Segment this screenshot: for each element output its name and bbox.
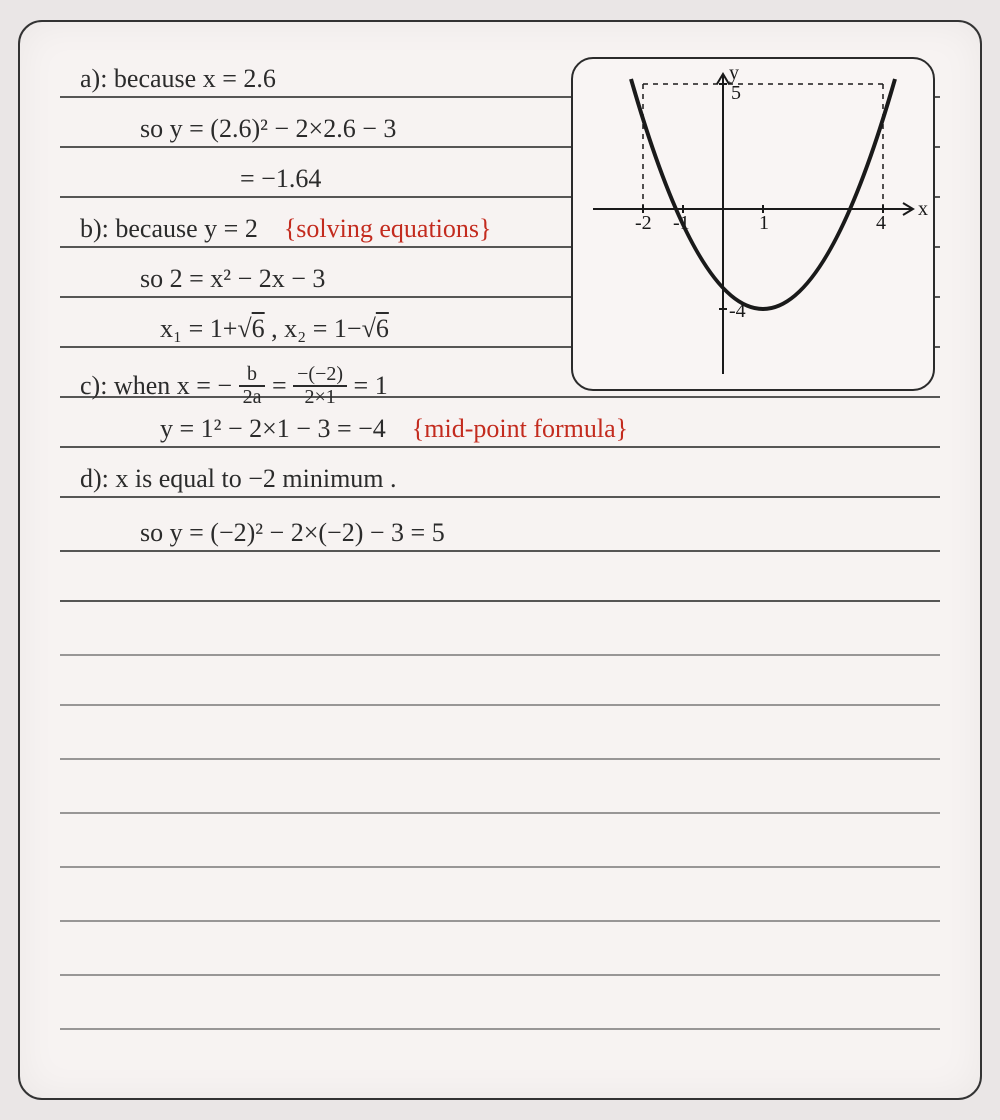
frac2-den: 2×1 [293,387,347,408]
x-axis-label: x [918,198,928,220]
part-d-line1: d): x is equal to −2 minimum . [80,466,920,492]
part-b-line2: so 2 = x² − 2x − 3 [140,266,560,292]
tick-5: 5 [731,82,741,104]
root6-a: 6 [252,314,265,343]
tick-4: 4 [876,212,886,234]
part-d-line2: so y = (−2)² − 2×(−2) − 3 = 5 [140,520,920,546]
equals-1: = [272,371,293,400]
tick-neg4: -4 [729,300,746,322]
annotation-solving-equations: {solving equations} [284,214,492,243]
part-b-line3: x₁ = 1+√6 , x₂ = 1−√6 [160,316,560,342]
x1-prefix: x₁ = 1+ [160,314,237,343]
part-c-line2: y = 1² − 2×1 − 3 = −4 {mid-point formula… [160,416,920,442]
c-y-eval: y = 1² − 2×1 − 3 = −4 [160,414,386,443]
part-a-line2: so y = (2.6)² − 2×2.6 − 3 [140,116,560,142]
tick-neg2: -2 [635,212,652,234]
guide-lines [643,84,883,209]
annotation-midpoint-formula: {mid-point formula} [412,414,628,443]
c-result: = 1 [354,371,388,400]
frac2-num: −(−2) [293,364,347,387]
part-a-line3: = −1.64 [240,166,560,192]
frac1-den: 2a [239,387,266,408]
tick-neg1: -1 [673,212,690,234]
fraction-b-over-2a: b 2a [239,364,266,408]
part-b-line1: b): because y = 2 {solving equations} [80,216,560,242]
part-a-line1: a): because x = 2.6 [80,66,560,92]
frac1-num: b [239,364,266,387]
tick-1: 1 [759,212,769,234]
axis-ticks [643,84,883,309]
root6-b: 6 [376,314,389,343]
parabola-graph: x y -2 -1 1 4 5 -4 [571,57,935,391]
parabola-curve [631,79,895,309]
graph-svg: x y -2 -1 1 4 5 -4 [573,59,933,389]
part-b-text: b): because y = 2 [80,214,258,243]
y-axis-label: y [729,62,739,84]
fraction-neg-neg2-over-2x1: −(−2) 2×1 [293,364,347,408]
x2-prefix: , x₂ = 1− [271,314,361,343]
c-prefix: c): when x = − [80,371,239,400]
axis-labels: x y -2 -1 1 4 5 -4 [635,62,928,322]
notebook-page: a): because x = 2.6 so y = (2.6)² − 2×2.… [18,20,982,1100]
